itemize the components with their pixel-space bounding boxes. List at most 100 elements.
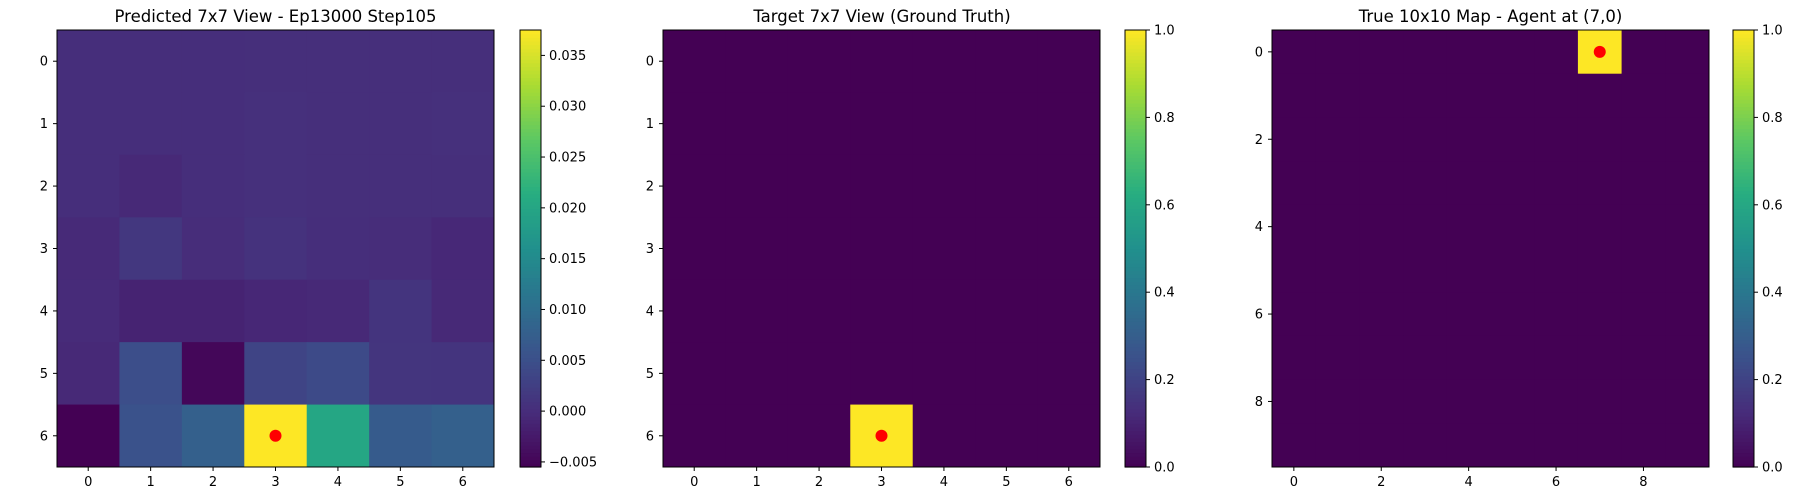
- colorbar-segment: [1733, 368, 1754, 373]
- colorbar-segment: [1125, 354, 1146, 359]
- y-tick-label: 6: [40, 429, 48, 444]
- colorbar-segment: [1125, 426, 1146, 432]
- colorbar-segment: [520, 77, 541, 82]
- heatmap-cell: [369, 342, 433, 406]
- colorbar-segment: [1125, 124, 1146, 129]
- colorbar: 0.0 0.2 0.4 0.6 0.8 1.0: [1124, 24, 1175, 476]
- heatmap-cell: [1490, 161, 1535, 206]
- heatmap-cell: [912, 279, 976, 343]
- colorbar-segment: [520, 157, 541, 162]
- colorbar-segment: [1125, 270, 1146, 275]
- colorbar-segment: [520, 204, 541, 210]
- heatmap-cell: [1359, 379, 1404, 424]
- colorbar-segment: [520, 354, 541, 359]
- colorbar-segment: [520, 379, 541, 384]
- colorbar-segment: [520, 350, 541, 355]
- heatmap-cell: [663, 342, 726, 406]
- heatmap-cell: [119, 154, 183, 218]
- heatmap-cell: [369, 154, 433, 218]
- colorbar-segment: [520, 284, 541, 290]
- heatmap-cell: [1403, 117, 1448, 162]
- heatmap-cell: [1037, 154, 1101, 218]
- colorbar-segment: [1125, 88, 1146, 93]
- heatmap-cell: [663, 30, 726, 93]
- colorbar-segment: [1733, 452, 1754, 457]
- colorbar-segment: [1125, 423, 1146, 428]
- colorbar-tick-label: 1.0: [1154, 24, 1175, 39]
- colorbar-segment: [1733, 223, 1754, 228]
- colorbar-segment: [1733, 48, 1754, 53]
- agent-marker: [875, 429, 888, 442]
- colorbar-segment: [1733, 357, 1754, 362]
- colorbar-segment: [1125, 346, 1146, 352]
- colorbar-segment: [1733, 99, 1754, 104]
- heatmap-cell: [57, 217, 120, 281]
- colorbar-segment: [520, 106, 541, 111]
- colorbar-segment: [1125, 284, 1146, 290]
- colorbar-segment: [520, 73, 541, 78]
- colorbar-segment: [520, 30, 541, 35]
- heatmap-cell: [1359, 335, 1404, 381]
- colorbar-segment: [1125, 456, 1146, 461]
- heatmap-cell: [1621, 248, 1666, 293]
- colorbar-segment: [1733, 266, 1754, 271]
- colorbar-segment: [1733, 172, 1754, 177]
- colorbar-segment: [1125, 182, 1146, 188]
- colorbar-segment: [1125, 135, 1146, 140]
- x-axis-ticks: 0 1 2 3 4 5 6: [84, 467, 467, 490]
- heatmap-cell: [1534, 292, 1579, 337]
- y-tick-label: 4: [646, 304, 654, 319]
- x-tick-label: 6: [1065, 475, 1073, 490]
- colorbar-segment: [1733, 175, 1754, 180]
- heatmap-cell: [850, 342, 914, 406]
- colorbar-segment: [1733, 135, 1754, 140]
- colorbar-segment: [1733, 66, 1754, 71]
- x-tick-label: 0: [1290, 475, 1298, 490]
- colorbar: −0.005 0.000 0.005 0.010 0.015 0.020 0.025 0.03…: [519, 29, 597, 470]
- colorbar-segment: [1733, 241, 1754, 246]
- heatmap-cell: [57, 30, 120, 93]
- chart-title: Predicted 7x7 View - Ep13000 Step105: [115, 7, 437, 26]
- colorbar-segment: [520, 375, 541, 381]
- heatmap-cell: [1621, 30, 1666, 75]
- heatmap-cell: [1037, 217, 1101, 281]
- heatmap-cell: [1315, 161, 1360, 206]
- heatmap-cell: [975, 279, 1039, 343]
- colorbar-tick-label: 0.020: [549, 201, 586, 216]
- x-tick-label: 4: [334, 475, 342, 490]
- colorbar-segment: [1125, 386, 1146, 392]
- y-axis-ticks: 0 2 4 6 8: [1255, 45, 1272, 410]
- y-tick-label: 2: [1255, 133, 1263, 148]
- colorbar-segment: [520, 310, 541, 315]
- colorbar-segment: [520, 452, 541, 457]
- colorbar-segment: [1125, 357, 1146, 362]
- heatmap-cell: [431, 342, 495, 406]
- x-tick-label: 6: [1552, 475, 1560, 490]
- heatmap-cell: [1037, 342, 1101, 406]
- colorbar-segment: [1733, 419, 1754, 424]
- heatmap-cell: [1272, 335, 1317, 381]
- colorbar-segment: [1125, 310, 1146, 315]
- colorbar-segment: [1125, 408, 1146, 413]
- heatmap-cell: [1315, 292, 1360, 337]
- heatmap-cell: [1315, 379, 1360, 424]
- heatmap-cell: [431, 92, 495, 156]
- colorbar-segment: [520, 37, 541, 42]
- colorbar-segment: [1733, 416, 1754, 421]
- heatmap-cell: [1490, 30, 1535, 75]
- heatmap-cell: [1446, 73, 1491, 118]
- heatmap-cell: [1665, 117, 1710, 162]
- colorbar-segment: [520, 361, 541, 366]
- colorbar-segment: [520, 223, 541, 228]
- colorbar-segment: [520, 463, 541, 468]
- colorbar-segment: [1125, 30, 1146, 35]
- heatmap-cell: [1490, 73, 1535, 118]
- heatmap-cell: [850, 279, 914, 343]
- colorbar-segment: [520, 172, 541, 177]
- colorbar-segment: [1125, 372, 1146, 377]
- heatmap-cell: [1577, 423, 1623, 468]
- colorbar-segment: [520, 459, 541, 464]
- colorbar-segment: [1733, 37, 1754, 42]
- colorbar-segment: [1125, 146, 1146, 151]
- colorbar-segment: [1733, 456, 1754, 461]
